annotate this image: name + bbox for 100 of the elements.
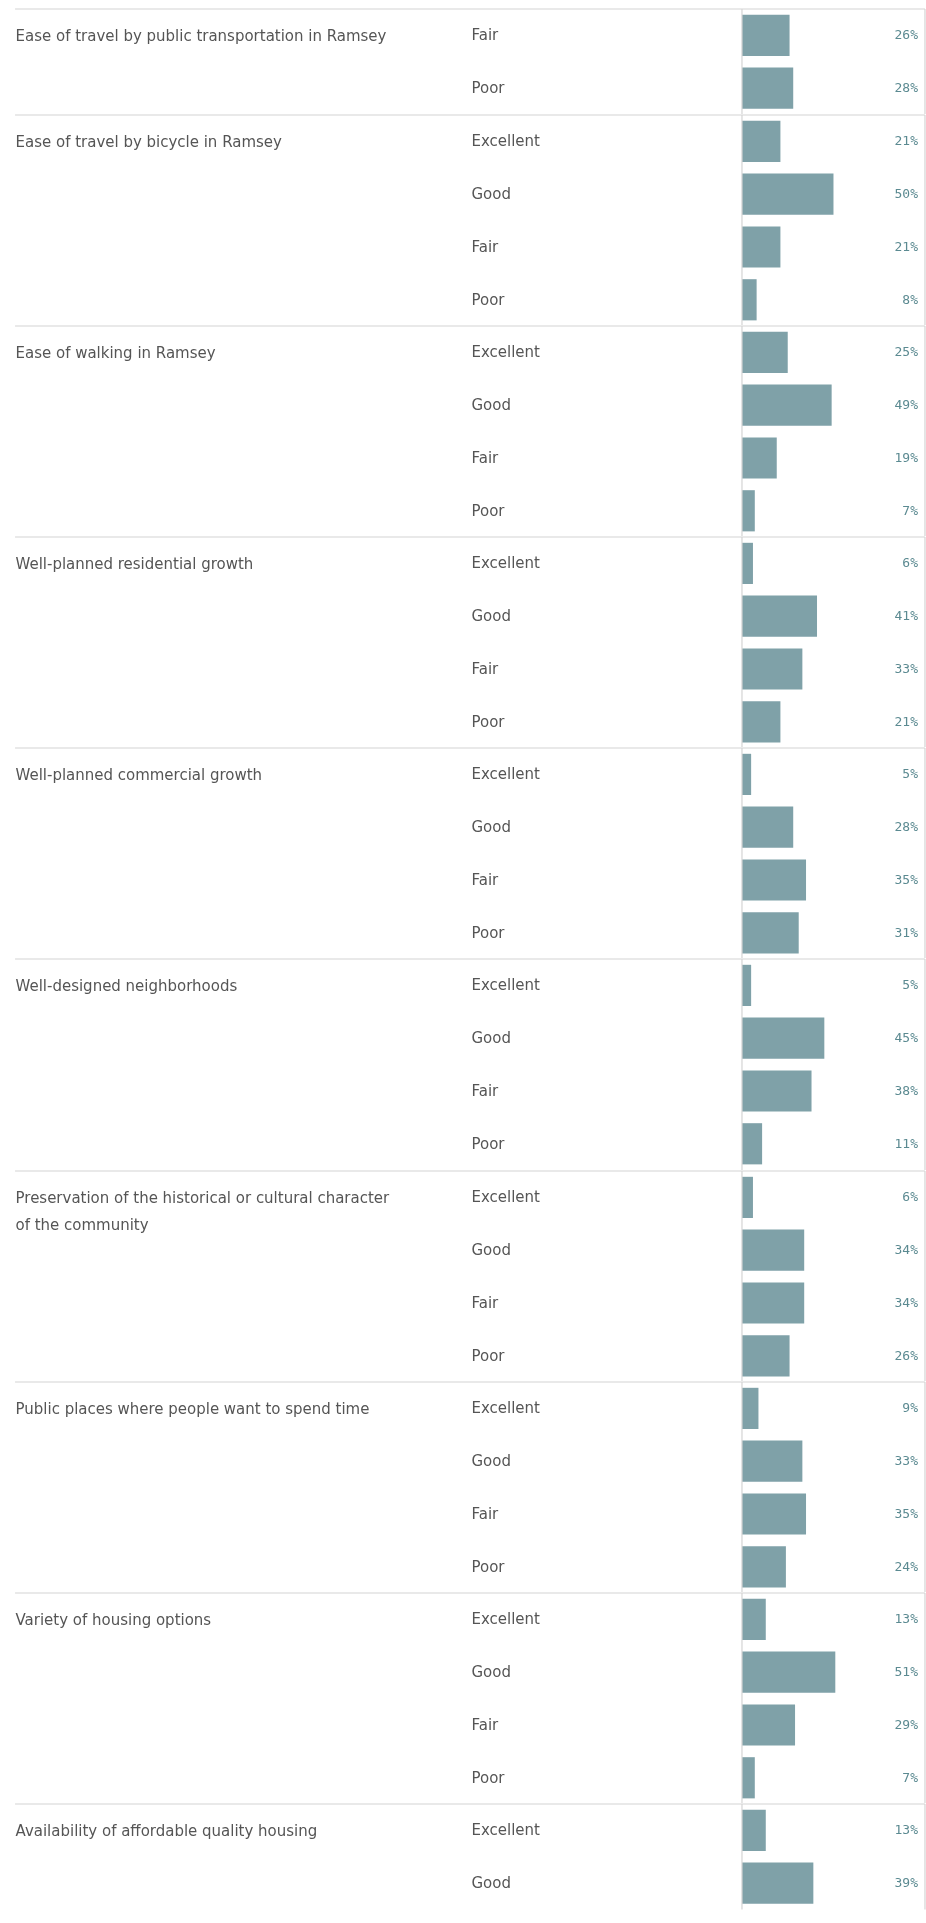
bar bbox=[741, 489, 755, 532]
bar bbox=[741, 542, 753, 584]
data-label: 35% bbox=[894, 872, 919, 888]
y-axis-title: Ease of walking in Ramsey bbox=[15, 343, 216, 362]
data-label: 38% bbox=[894, 1083, 919, 1099]
y-tick-label: Good bbox=[471, 818, 511, 837]
data-label: 21% bbox=[894, 132, 919, 148]
data-label: 19% bbox=[894, 449, 919, 465]
y-axis-title: Well-planned residential growth bbox=[15, 554, 254, 573]
y-axis-title: Well-designed neighborhoods bbox=[15, 977, 238, 996]
y-tick-label: Fair bbox=[471, 871, 500, 890]
bar bbox=[741, 1598, 766, 1640]
y-tick-label: Poor bbox=[471, 923, 506, 942]
y-tick-label: Good bbox=[471, 1451, 511, 1470]
data-label: 6% bbox=[902, 555, 919, 571]
bar bbox=[741, 1704, 796, 1746]
bar bbox=[741, 595, 818, 637]
bar bbox=[741, 384, 832, 426]
data-label: 5% bbox=[902, 766, 919, 782]
data-label: 8% bbox=[902, 291, 919, 307]
y-axis-title: Ease of travel by bicycle in Ramsey bbox=[15, 132, 283, 151]
data-label: 31% bbox=[894, 924, 919, 940]
bar bbox=[741, 1440, 803, 1482]
y-tick-label: Fair bbox=[471, 448, 500, 467]
data-label: 35% bbox=[894, 1505, 919, 1521]
data-label: 11% bbox=[894, 1136, 919, 1152]
y-tick-label: Excellent bbox=[471, 765, 541, 784]
data-label: 50% bbox=[894, 185, 919, 201]
data-label: 9% bbox=[902, 1400, 919, 1416]
y-tick-label: Good bbox=[471, 1029, 511, 1048]
y-axis-title: Availability of affordable quality housing bbox=[15, 1821, 318, 1840]
y-axis-title: Public places where people want to spend time bbox=[15, 1399, 370, 1418]
bar bbox=[741, 1651, 836, 1693]
data-label: 51% bbox=[894, 1664, 919, 1680]
bar bbox=[741, 1017, 825, 1060]
bar bbox=[741, 1545, 786, 1588]
data-label: 13% bbox=[894, 1611, 919, 1627]
y-axis-title: Ease of travel by public transportation in Ramsey bbox=[15, 26, 387, 45]
data-label: 5% bbox=[902, 977, 919, 993]
y-tick-label: Poor bbox=[471, 1557, 506, 1576]
y-tick-label: Excellent bbox=[471, 1399, 541, 1418]
y-tick-label: Fair bbox=[471, 26, 500, 45]
y-tick-label: Good bbox=[471, 607, 511, 626]
bar bbox=[741, 1387, 759, 1429]
y-tick-label: Poor bbox=[471, 1346, 506, 1365]
data-label: 34% bbox=[894, 1241, 919, 1257]
bar bbox=[741, 701, 781, 743]
bar bbox=[741, 331, 788, 373]
data-label: 28% bbox=[894, 819, 919, 835]
y-axis-title: Variety of housing options bbox=[15, 1610, 212, 1629]
y-tick-label: Poor bbox=[471, 290, 506, 309]
data-label: 24% bbox=[894, 1558, 919, 1574]
bar bbox=[741, 806, 794, 848]
y-tick-label: Excellent bbox=[471, 976, 541, 995]
y-tick-label: Fair bbox=[471, 1293, 500, 1312]
y-axis-title: Well-planned commercial growth bbox=[15, 766, 263, 785]
y-tick-label: Excellent bbox=[471, 1821, 541, 1840]
y-tick-label: Poor bbox=[471, 1768, 506, 1787]
data-label: 29% bbox=[894, 1716, 919, 1732]
data-label: 7% bbox=[902, 1769, 919, 1785]
y-tick-label: Fair bbox=[471, 1715, 500, 1734]
data-label: 13% bbox=[894, 1822, 919, 1838]
y-tick-label: Excellent bbox=[471, 131, 541, 150]
data-label: 21% bbox=[894, 238, 919, 254]
data-label: 41% bbox=[894, 608, 919, 624]
y-tick-label: Good bbox=[471, 1240, 511, 1259]
bar bbox=[741, 1070, 812, 1112]
y-tick-label: Fair bbox=[471, 1082, 500, 1101]
data-label: 21% bbox=[894, 713, 919, 729]
data-label: 6% bbox=[902, 1188, 919, 1204]
data-label: 39% bbox=[894, 1875, 919, 1891]
y-tick-label: Poor bbox=[471, 712, 506, 731]
y-tick-label: Excellent bbox=[471, 343, 541, 362]
y-axis-title: Preservation of the historical or cultural character of the community bbox=[15, 1188, 391, 1234]
y-tick-label: Fair bbox=[471, 237, 500, 256]
bar bbox=[741, 912, 799, 954]
y-tick-label: Good bbox=[471, 395, 511, 414]
y-tick-label: Good bbox=[471, 1874, 511, 1893]
data-label: 26% bbox=[894, 1347, 919, 1363]
y-tick-label: Fair bbox=[471, 1504, 500, 1523]
data-label: 33% bbox=[894, 1452, 919, 1468]
data-label: 34% bbox=[894, 1294, 919, 1310]
bar bbox=[741, 1493, 807, 1535]
data-label: 26% bbox=[894, 27, 919, 43]
y-tick-label: Poor bbox=[471, 79, 506, 98]
y-tick-label: Excellent bbox=[471, 1187, 541, 1206]
data-label: 25% bbox=[894, 344, 919, 360]
y-tick-label: Poor bbox=[471, 1135, 506, 1154]
bar bbox=[741, 1757, 755, 1799]
data-label: 28% bbox=[894, 80, 919, 96]
bar bbox=[741, 648, 803, 690]
data-label: 33% bbox=[894, 660, 919, 676]
data-label: 45% bbox=[894, 1030, 919, 1046]
bar bbox=[741, 1123, 763, 1165]
y-tick-label: Excellent bbox=[471, 554, 541, 573]
bar bbox=[741, 859, 807, 901]
y-tick-label: Good bbox=[471, 1663, 511, 1682]
y-tick-label: Poor bbox=[471, 501, 506, 520]
data-label: 49% bbox=[894, 396, 919, 412]
y-tick-label: Excellent bbox=[471, 1610, 541, 1629]
